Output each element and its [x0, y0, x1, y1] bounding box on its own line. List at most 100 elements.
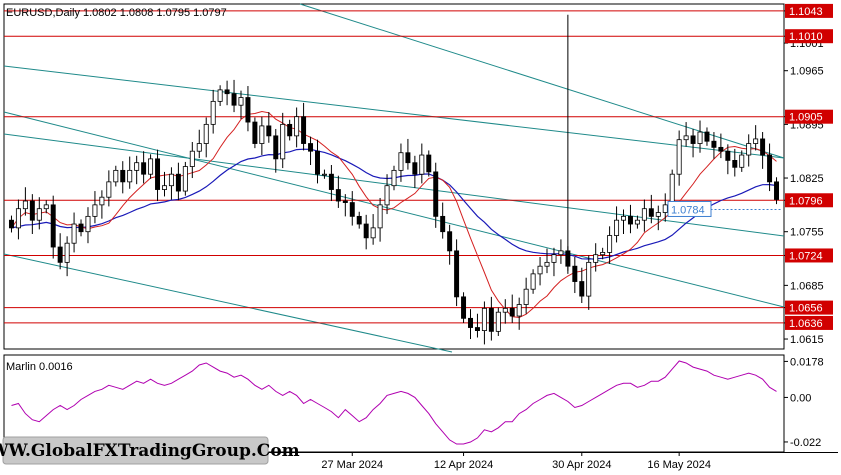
candle-body [349, 202, 355, 217]
candle-body [175, 173, 181, 192]
candle-body [662, 204, 668, 213]
candle-body [99, 196, 105, 206]
candle [488, 296, 494, 341]
candle [495, 307, 501, 336]
price-tick-label: 1.0965 [790, 66, 824, 78]
candle-body [328, 173, 334, 190]
candle [238, 90, 244, 119]
candle [509, 294, 515, 323]
candle [607, 226, 613, 264]
candle [725, 144, 731, 175]
candle [690, 128, 696, 158]
candle [433, 162, 439, 228]
candle [544, 248, 550, 274]
candle-body [426, 154, 432, 173]
candle-body [321, 173, 327, 176]
candle [384, 174, 390, 215]
candle [634, 215, 640, 229]
candle-body [252, 121, 258, 144]
candle [502, 299, 508, 324]
marlin-plot-frame [3, 354, 785, 453]
candle [64, 236, 70, 277]
candle-body [217, 89, 223, 102]
candle [627, 204, 633, 234]
candle [426, 150, 432, 177]
candle-body [461, 296, 467, 319]
candle [760, 132, 766, 169]
time-tick-label: 30 Apr 2024 [552, 459, 611, 471]
candle-body [454, 250, 460, 298]
candle [391, 165, 397, 191]
candle [196, 129, 202, 159]
candle-body [558, 250, 564, 256]
candle [168, 167, 174, 200]
candle-body [774, 181, 780, 200]
candle-body [148, 158, 154, 175]
candle [182, 161, 188, 196]
candle-body [760, 138, 766, 156]
candle [308, 136, 314, 165]
candle [321, 169, 327, 179]
level-label: 1.0905 [789, 112, 823, 124]
candle-body [196, 143, 202, 152]
candle [641, 199, 647, 232]
candle [753, 125, 759, 151]
candle [697, 120, 703, 153]
candle [419, 143, 425, 184]
candle-body [71, 223, 77, 244]
candle-body [697, 131, 703, 144]
marlin-tick-label: -0.022 [790, 437, 821, 449]
level-label: 1.0636 [789, 318, 823, 330]
candle [294, 107, 300, 148]
candle-body [22, 200, 28, 210]
candle-body [676, 139, 682, 175]
candle [558, 239, 564, 264]
candle [335, 175, 341, 208]
candle [161, 171, 167, 197]
candle-body [301, 116, 307, 144]
candle [36, 197, 42, 230]
candle-body [210, 100, 216, 125]
candle [50, 195, 56, 259]
channel-line [299, 3, 785, 159]
candle-body [481, 307, 487, 332]
candle-body [509, 307, 515, 317]
candle-body [231, 93, 237, 106]
candle [252, 117, 258, 149]
candle [370, 214, 376, 245]
candle-body [391, 169, 397, 187]
level-label: 1.0656 [789, 303, 823, 315]
level-label: 1.1010 [789, 31, 823, 43]
candle [363, 214, 369, 250]
candle [412, 155, 418, 188]
candle-body [704, 131, 710, 142]
candle [287, 119, 293, 141]
candle-body [203, 123, 209, 144]
candle-body [572, 265, 578, 282]
candle-body [621, 215, 626, 221]
candle [732, 148, 738, 177]
candle-body [182, 166, 188, 192]
candle-body [36, 208, 42, 221]
candle-body [544, 261, 550, 267]
candle-body [224, 89, 230, 95]
candle [405, 138, 411, 170]
candle-body [384, 185, 390, 206]
candle [600, 247, 606, 260]
time-tick-label: 12 Apr 2024 [434, 459, 493, 471]
candle [579, 267, 585, 303]
candle [301, 102, 307, 151]
marlin-panel: 27 Mar 2024 12 Apr 2024 30 Apr 2024 16 May … [3, 354, 838, 471]
candle-body [92, 204, 98, 217]
candle-body [655, 212, 661, 217]
candle [621, 209, 626, 234]
candle-body [78, 223, 84, 233]
candle [155, 149, 161, 202]
candle [127, 156, 133, 189]
candle-body [363, 223, 369, 239]
candle [440, 202, 446, 239]
candle [342, 194, 348, 217]
candle [134, 155, 140, 185]
candle-body [440, 215, 446, 233]
level-label-bg [785, 3, 833, 18]
